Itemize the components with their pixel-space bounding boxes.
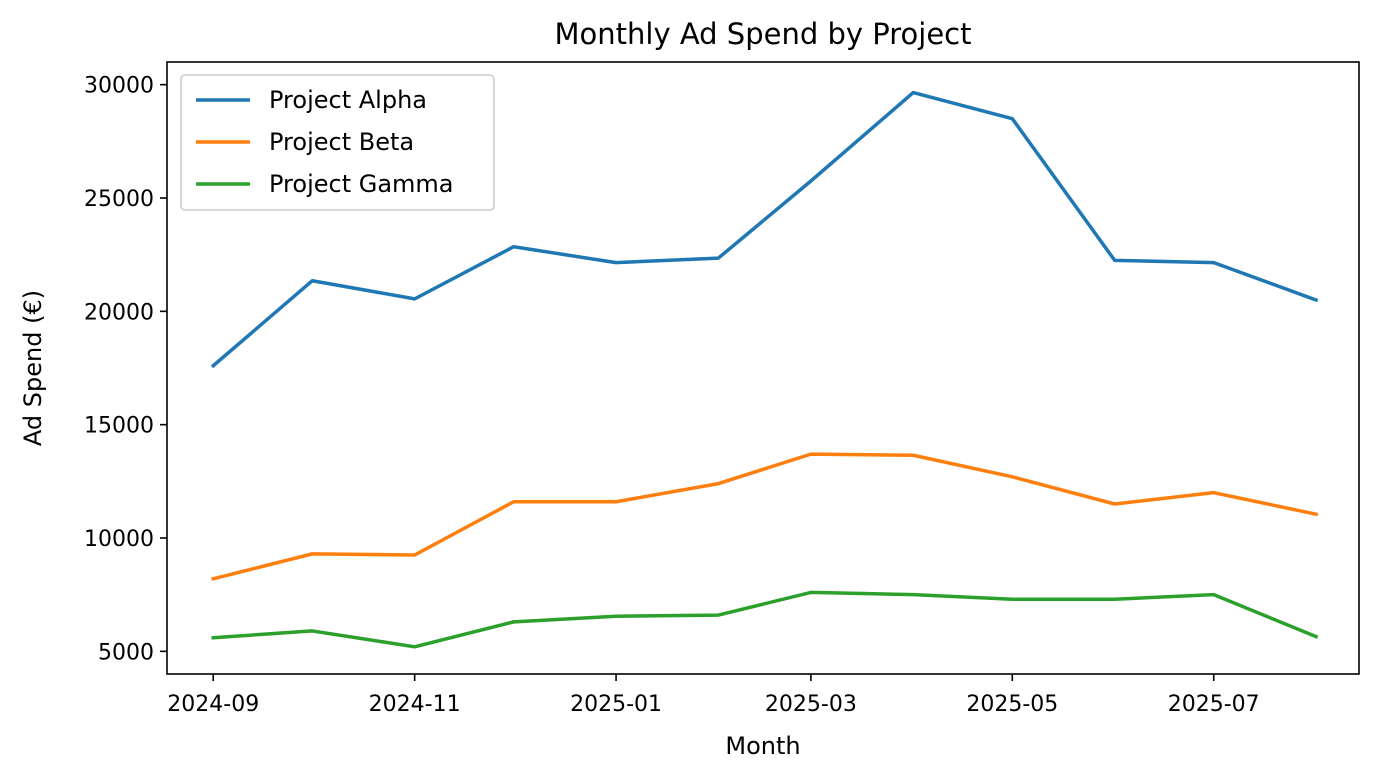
x-axis: 2024-09 2024-11 2025-01 2025-03 2025-05 2025-…	[167, 674, 1260, 717]
series-layer	[210, 90, 1319, 649]
x-tick-label: 2025-05	[966, 692, 1058, 717]
plot-area-frame	[166, 61, 1360, 675]
y-tick-label: 15000	[84, 414, 154, 439]
legend-frame	[180, 74, 495, 211]
chart-title: Monthly Ad Spend by Project	[555, 17, 972, 51]
series-line-project-alpha	[210, 90, 1319, 369]
x-tick-label: 2025-07	[1168, 692, 1260, 717]
legend-label-project-beta: Project Beta	[269, 128, 414, 156]
x-axis-label: Month	[725, 732, 800, 760]
x-tick-label: 2024-11	[369, 692, 461, 717]
y-axis: 5000 10000 15000 20000 25000 30000	[84, 74, 167, 665]
x-tick-label: 2024-09	[167, 692, 259, 717]
x-tick-label: 2025-01	[570, 692, 662, 717]
legend: Project Alpha Project Beta Project Gamma	[180, 74, 495, 211]
y-tick-label: 30000	[84, 74, 154, 99]
x-tick-label: 2025-03	[765, 692, 857, 717]
legend-label-project-alpha: Project Alpha	[269, 86, 427, 114]
series-line-project-beta	[211, 452, 1319, 581]
y-tick-label: 25000	[84, 187, 154, 212]
y-tick-label: 10000	[84, 527, 154, 552]
y-tick-label: 20000	[84, 300, 154, 325]
legend-label-project-gamma: Project Gamma	[269, 170, 454, 198]
y-axis-label: Ad Spend (€)	[19, 290, 47, 446]
series-line-project-gamma	[211, 590, 1319, 649]
y-tick-label: 5000	[98, 640, 154, 665]
